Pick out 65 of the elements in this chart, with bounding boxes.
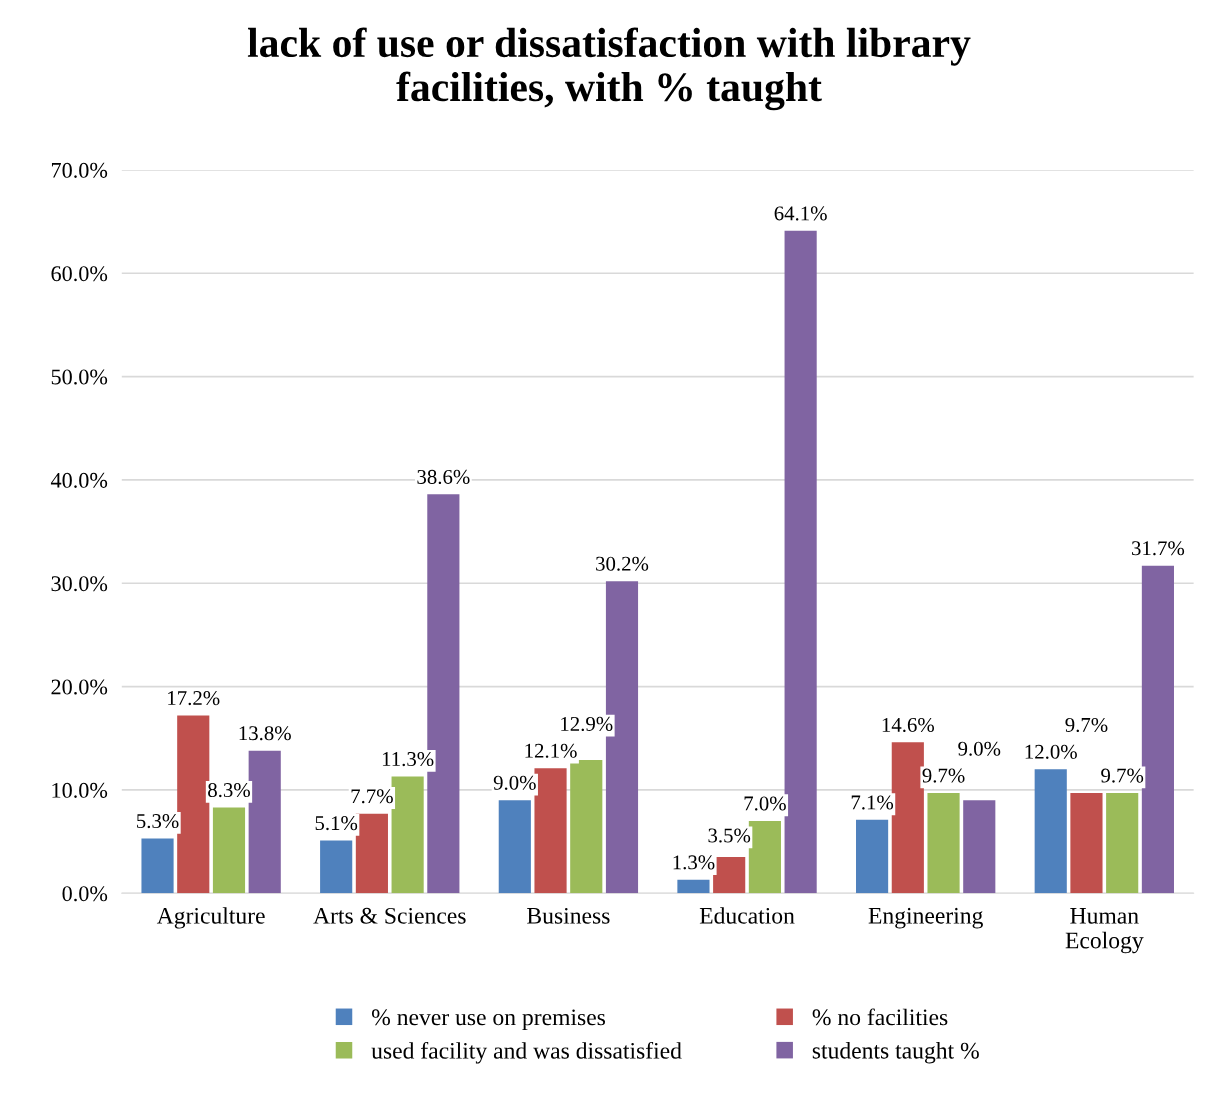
data-label: 7.0% [744,796,786,811]
legend-label: students taught % [812,1042,979,1064]
bar [748,820,781,894]
data-label: 38.6% [417,469,470,485]
bar [570,759,603,894]
bar [177,715,210,894]
bar [713,857,746,894]
bar [355,813,388,894]
y-tick-label: 30.0% [51,576,108,592]
data-label: 12.0% [1025,744,1077,759]
x-tick-label: Education [699,907,795,924]
y-tick-label: 20.0% [51,679,108,695]
bar [1141,565,1174,894]
data-label: 5.1% [315,816,358,831]
data-label: 9.0% [493,775,536,790]
data-label: 14.6% [882,717,935,733]
x-tick-label: Human Ecology [1065,908,1144,954]
y-tick-label: 40.0% [50,472,108,488]
y-tick-label: 0.0% [62,886,108,902]
data-label: 12.1% [525,743,577,758]
x-tick-label: Engineering [868,907,983,929]
data-label: 9.0% [958,741,1001,756]
y-tick-label: 50.0% [51,369,108,385]
data-label: 13.8% [239,726,291,741]
y-tick-label: 10.0% [52,782,108,798]
bar [891,742,924,894]
data-label: 64.1% [774,206,827,221]
data-label: 8.3% [208,782,250,798]
data-label: 1.3% [673,855,715,870]
x-tick-label: Agriculture [156,907,265,929]
y-tick-label: 60.0% [51,266,108,282]
bar [784,230,817,894]
y-tick-label: 70.0% [51,162,108,178]
bar [1034,769,1067,894]
data-label: 11.3% [382,751,434,767]
data-label: 9.7% [922,768,965,783]
bar [856,819,889,894]
data-label: 7.1% [851,795,894,810]
bar [320,840,353,894]
bar [212,807,246,894]
data-label: 30.2% [596,556,649,571]
bar [391,776,424,894]
bar [141,838,174,894]
x-tick-label: Arts & Sciences [313,907,466,924]
data-label: 9.7% [1065,717,1108,733]
bar [1106,793,1139,894]
bar [677,879,710,894]
x-tick-label: Business [527,907,610,924]
bar [963,800,996,894]
bar [927,793,960,894]
data-label: 7.7% [351,789,393,804]
chart-title: lack of use or dissatisfaction with library facilities, with % taught [247,27,971,111]
bar [1070,793,1103,894]
legend-label: % never use on premises [371,1009,606,1031]
bar [248,750,281,894]
legend-label: % no facilities [812,1008,948,1026]
bar [498,800,531,894]
bar [534,768,567,894]
data-label: 5.3% [137,813,179,829]
data-label: 17.2% [168,691,220,706]
data-label: 12.9% [561,716,613,731]
legend-label: used facility and was dissatisfied [371,1041,682,1064]
data-label: 3.5% [708,828,751,843]
data-label: 9.7% [1101,768,1144,783]
data-label: 31.7% [1132,541,1185,556]
